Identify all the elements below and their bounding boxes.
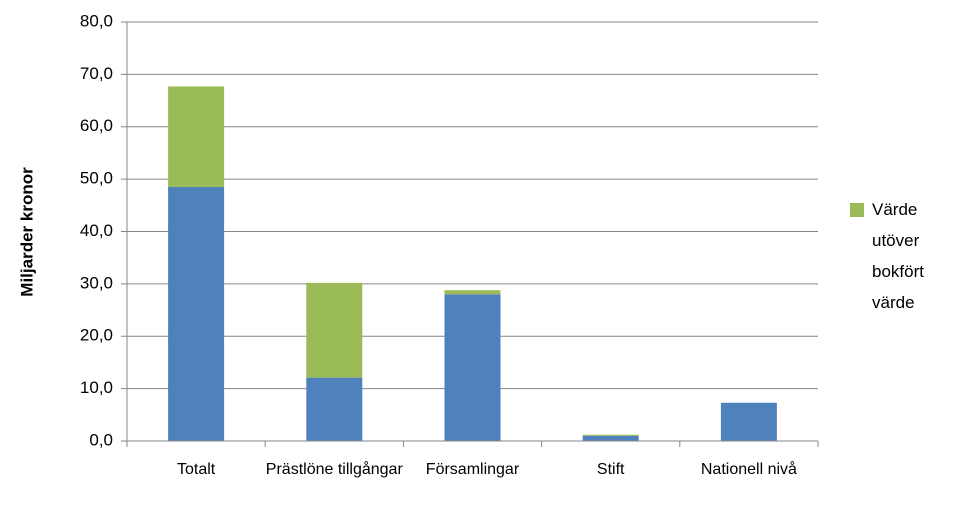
x-tick-label: Prästlöne tillgångar xyxy=(265,461,403,478)
legend-swatch xyxy=(850,203,864,217)
y-tick-label: 40,0 xyxy=(80,221,113,240)
y-tick-label: 70,0 xyxy=(80,64,113,83)
legend-item: Värde utöver bokfört värde xyxy=(850,194,950,318)
y-tick-label: 0,0 xyxy=(89,430,113,449)
y-axis-label: Miljarder kronor xyxy=(17,167,36,297)
y-tick-label: 30,0 xyxy=(80,273,113,292)
y-tick-label: 80,0 xyxy=(80,11,113,30)
y-tick-label: 50,0 xyxy=(80,169,113,188)
x-tick-label: Totalt xyxy=(176,461,216,478)
y-tick-label: 20,0 xyxy=(80,326,113,345)
bar-segment xyxy=(444,294,501,441)
bar-segment xyxy=(168,86,225,187)
legend-label: Värde utöver bokfört värde xyxy=(872,200,924,312)
bar-segment xyxy=(720,402,777,441)
bar-segment xyxy=(444,290,501,295)
bar-segment xyxy=(306,377,363,441)
bar-segment xyxy=(306,282,363,378)
x-tick-label: Församlingar xyxy=(425,461,520,478)
x-tick-label: Nationell nivå xyxy=(700,461,797,478)
legend: Värde utöver bokfört värde xyxy=(850,194,950,318)
x-tick-label: Stift xyxy=(596,461,625,478)
bar-segment xyxy=(582,434,639,436)
bar-segment xyxy=(168,186,225,441)
y-tick-label: 60,0 xyxy=(80,116,113,135)
y-tick-label: 10,0 xyxy=(80,378,113,397)
bar-segment xyxy=(582,435,639,441)
